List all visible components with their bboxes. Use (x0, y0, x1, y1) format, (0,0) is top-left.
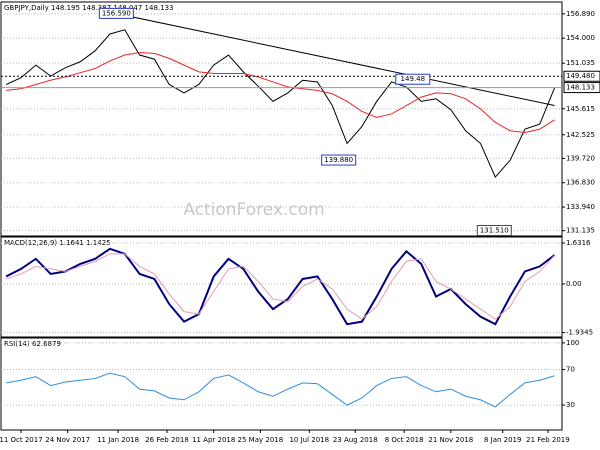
panel-frame (0, 236, 563, 338)
y-tick-label: 1.6316 (566, 239, 591, 247)
y-tick-label: -1.9345 (566, 329, 593, 337)
panel-frame (0, 337, 563, 431)
x-tick-label: 11 Jan 2018 (97, 436, 139, 444)
x-tick-label: 26 Feb 2018 (145, 436, 189, 444)
annotation: 131.510 (480, 226, 509, 234)
y-tick-label: 70 (566, 366, 575, 374)
y-tick-label: 154.000 (566, 34, 595, 42)
panel-title: MACD(12,26,9) 1.1641 1.1425 (4, 239, 111, 247)
y-tick-label: 156.890 (566, 10, 595, 18)
y-tick-label: 145.615 (566, 105, 595, 113)
y-tick-label: 30 (566, 401, 575, 409)
price-level-label: 149.480 (566, 72, 595, 80)
x-tick-label: 11 Apr 2018 (192, 436, 235, 444)
annotation-box (395, 73, 431, 85)
annotation: 149.48 (401, 75, 426, 83)
series-line (6, 253, 555, 320)
x-tick-label: 11 Oct 2017 (0, 436, 43, 444)
y-tick-label: 142.525 (566, 131, 595, 139)
x-tick-label: 8 Jan 2019 (484, 436, 522, 444)
annotation: 139.880 (324, 156, 353, 164)
x-tick-label: 21 Feb 2019 (526, 436, 570, 444)
annotation-box (98, 7, 134, 19)
x-tick-label: 23 Aug 2018 (333, 436, 378, 444)
series-line (6, 372, 555, 408)
series-line (5, 29, 556, 178)
y-tick-label: 100 (566, 339, 579, 347)
panel-title: RSI(14) 62.6879 (4, 340, 61, 348)
x-tick-label: 21 Nov 2018 (428, 436, 473, 444)
series-line (5, 247, 556, 326)
y-tick-label: 139.720 (566, 154, 595, 162)
price-level-box (563, 70, 600, 82)
y-tick-label: 131.135 (566, 227, 595, 235)
x-tick-label: 24 Nov 2017 (45, 436, 90, 444)
y-tick-label: 136.830 (566, 179, 595, 187)
x-tick-label: 8 Oct 2018 (385, 436, 424, 444)
trendline (117, 13, 555, 107)
annotation-box (476, 224, 512, 236)
panel-title: GBPJPY,Daily 148.195 148.387 148.047 148… (4, 4, 173, 12)
annotation: 156.590 (102, 9, 131, 17)
y-tick-label: 151.035 (566, 59, 595, 67)
x-tick-label: 10 Jul 2018 (289, 436, 329, 444)
series-line (6, 52, 555, 133)
price-level-box (563, 82, 600, 94)
x-tick-label: 25 May 2018 (238, 436, 284, 444)
panel-frame (0, 1, 563, 237)
price-level-label: 148.133 (566, 84, 595, 92)
y-tick-label: 133.940 (566, 203, 595, 211)
watermark: ActionForex.com (183, 200, 324, 220)
y-tick-label: 0.00 (566, 280, 582, 288)
annotation-box (321, 154, 357, 166)
